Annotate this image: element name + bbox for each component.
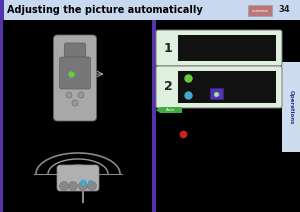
Text: :: : xyxy=(218,92,220,96)
Bar xyxy=(0,0,4,20)
Bar xyxy=(0,20,3,212)
Circle shape xyxy=(78,92,84,98)
Text: Operations: Operations xyxy=(289,90,293,124)
Text: Adjusting the picture automatically: Adjusting the picture automatically xyxy=(7,5,203,15)
Bar xyxy=(178,35,276,61)
Bar xyxy=(152,20,156,212)
FancyBboxPatch shape xyxy=(64,43,86,63)
Polygon shape xyxy=(156,107,160,113)
Text: Auto: Auto xyxy=(167,108,176,112)
FancyBboxPatch shape xyxy=(156,66,282,108)
FancyBboxPatch shape xyxy=(156,30,282,66)
Bar xyxy=(160,107,182,113)
FancyBboxPatch shape xyxy=(59,57,91,89)
Circle shape xyxy=(79,181,88,191)
Bar xyxy=(248,5,272,16)
Bar xyxy=(210,88,223,99)
Circle shape xyxy=(59,181,68,191)
Bar xyxy=(282,62,300,152)
Bar xyxy=(178,71,276,103)
Text: 1: 1 xyxy=(164,42,172,54)
Text: 2: 2 xyxy=(164,81,172,93)
Text: contents: contents xyxy=(251,8,268,13)
Text: 34: 34 xyxy=(278,6,290,14)
Circle shape xyxy=(88,181,97,191)
Circle shape xyxy=(72,100,78,106)
FancyBboxPatch shape xyxy=(53,35,97,121)
FancyBboxPatch shape xyxy=(57,165,99,191)
Circle shape xyxy=(66,92,72,98)
Circle shape xyxy=(68,181,77,191)
Bar xyxy=(0,0,300,20)
